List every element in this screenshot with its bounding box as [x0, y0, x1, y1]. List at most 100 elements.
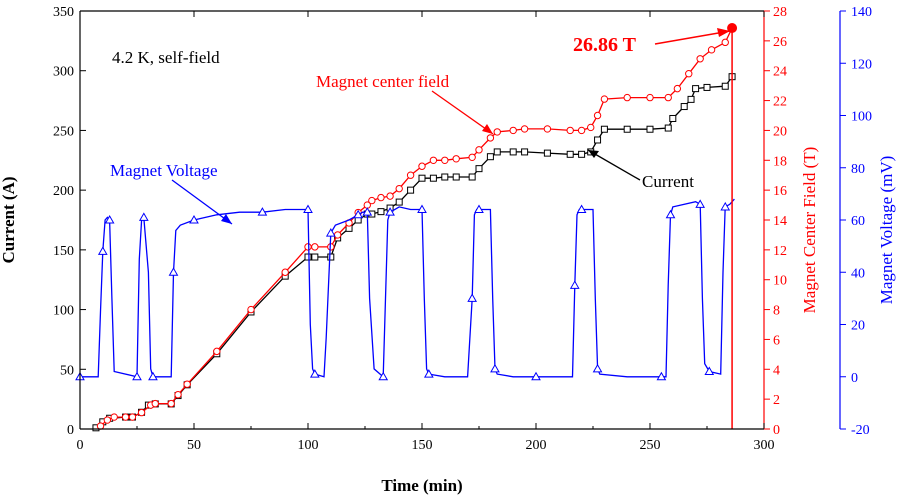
y-right2-tick-label: 140: [851, 5, 872, 20]
data-point-magnet-voltage: [309, 369, 320, 378]
y-left-tick-label: 250: [53, 124, 74, 139]
data-point-current: [377, 208, 385, 216]
y-right2-tick-label: 80: [851, 162, 865, 177]
annotation-current-label: Current: [642, 172, 694, 191]
data-point-magnet-center-field: [137, 408, 146, 417]
data-point-current: [468, 173, 476, 181]
x-tick-label: 250: [640, 438, 661, 453]
y-right2-tick-label: -20: [851, 423, 870, 438]
y-right1-tick-label: 6: [773, 333, 780, 348]
data-point-magnet-center-field: [333, 231, 342, 239]
data-point-magnet-voltage: [665, 209, 676, 219]
data-point-magnet-center-field: [520, 125, 529, 133]
data-point-magnet-voltage: [168, 267, 179, 276]
data-point-magnet-center-field: [685, 70, 693, 78]
data-point-current: [692, 85, 700, 93]
data-point-current: [703, 83, 711, 91]
y-right2-tick-label: 40: [851, 266, 865, 281]
data-point-magnet-center-field: [281, 268, 289, 276]
data-point-magnet-center-field: [673, 84, 682, 93]
data-point-magnet-center-field: [493, 128, 501, 136]
data-point-magnet-center-field: [213, 347, 221, 356]
data-point-magnet-voltage: [325, 228, 336, 237]
x-tick-label: 0: [77, 438, 84, 453]
arrow-field: [431, 90, 494, 135]
data-point-magnet-center-field: [696, 55, 704, 63]
data-point-magnet-center-field: [543, 125, 552, 133]
data-point-magnet-center-field: [707, 46, 716, 54]
x-tick-label: 200: [526, 438, 547, 453]
series-line-magnet-voltage: [80, 198, 735, 379]
y-right2-tick-label: 0: [851, 371, 858, 386]
data-point-magnet-center-field: [183, 380, 191, 388]
data-point-magnet-voltage: [490, 363, 500, 373]
data-point-current: [600, 125, 608, 133]
data-point-magnet-center-field: [600, 95, 609, 103]
data-point-magnet-center-field: [418, 162, 426, 170]
data-point-magnet-voltage: [695, 199, 706, 208]
data-point-current: [395, 198, 403, 206]
data-point-magnet-center-field: [128, 413, 137, 421]
data-point-magnet-voltage: [474, 204, 484, 214]
data-point-magnet-center-field: [587, 123, 595, 132]
data-point-current: [543, 149, 551, 157]
y-left-tick-label: 200: [53, 184, 74, 199]
data-point-current: [441, 173, 449, 181]
data-point-magnet-voltage: [569, 280, 580, 289]
data-point-current: [418, 174, 426, 182]
arrow-voltage-head: [221, 214, 232, 224]
y-right1-tick-label: 12: [773, 244, 787, 259]
data-point-current: [407, 186, 415, 194]
data-point-magnet-voltage: [353, 209, 364, 219]
y-right1-axis-title: Magnet Center Field (T): [800, 147, 819, 314]
data-point-magnet-voltage: [362, 207, 373, 216]
data-point-current: [493, 148, 501, 156]
data-point-current: [680, 103, 688, 111]
data-point-current: [327, 253, 335, 261]
data-point-magnet-center-field: [247, 305, 255, 314]
data-point-magnet-center-field: [151, 399, 159, 408]
y-right1-tick-label: 20: [773, 124, 787, 139]
y-right1-tick-label: 4: [773, 363, 780, 378]
data-point-magnet-center-field: [96, 422, 105, 430]
data-point-current: [664, 124, 672, 132]
y-right1-tick-label: 2: [773, 393, 780, 408]
data-point-current: [521, 148, 529, 156]
data-point-magnet-center-field: [395, 184, 403, 193]
y-right1-tick-label: 24: [773, 65, 787, 80]
y-left-axis-title: Current (A): [0, 176, 18, 263]
y-left-tick-label: 150: [53, 244, 74, 259]
y-right1-tick-label: 26: [773, 35, 787, 50]
data-point-magnet-center-field: [368, 196, 376, 205]
y-right1-tick-label: 10: [773, 274, 787, 289]
data-point-magnet-voltage: [148, 371, 158, 381]
arrow-peak: [654, 30, 731, 45]
arrow-current: [587, 149, 641, 181]
data-point-magnet-center-field: [646, 93, 654, 102]
data-point-magnet-voltage: [704, 366, 715, 376]
data-point-current: [566, 150, 574, 158]
data-point-current: [687, 95, 695, 103]
y-left-tick-label: 300: [53, 65, 74, 80]
y-left-tick-label: 0: [67, 423, 74, 438]
data-point-current: [669, 114, 677, 122]
y-left-tick-label: 100: [53, 304, 74, 319]
y-right1-tick-label: 22: [773, 95, 787, 110]
data-point-current: [594, 136, 602, 144]
data-point-current: [486, 153, 494, 161]
y-right1-tick-label: 8: [773, 304, 780, 319]
data-point-magnet-center-field: [406, 171, 415, 179]
y-left-tick-label: 350: [53, 5, 74, 20]
data-point-magnet-voltage: [132, 371, 142, 381]
data-point-magnet-voltage: [720, 201, 731, 211]
data-point-magnet-center-field: [577, 126, 586, 135]
data-point-current: [429, 174, 437, 182]
y-right2-tick-label: 60: [851, 214, 865, 229]
annotation-voltage-label: Magnet Voltage: [110, 161, 218, 180]
data-point-magnet-center-field: [304, 243, 312, 251]
data-point-magnet-voltage: [531, 371, 541, 381]
arrow-field-head: [482, 124, 493, 134]
data-point-current: [509, 148, 517, 156]
arrow-peak-head: [717, 28, 730, 37]
